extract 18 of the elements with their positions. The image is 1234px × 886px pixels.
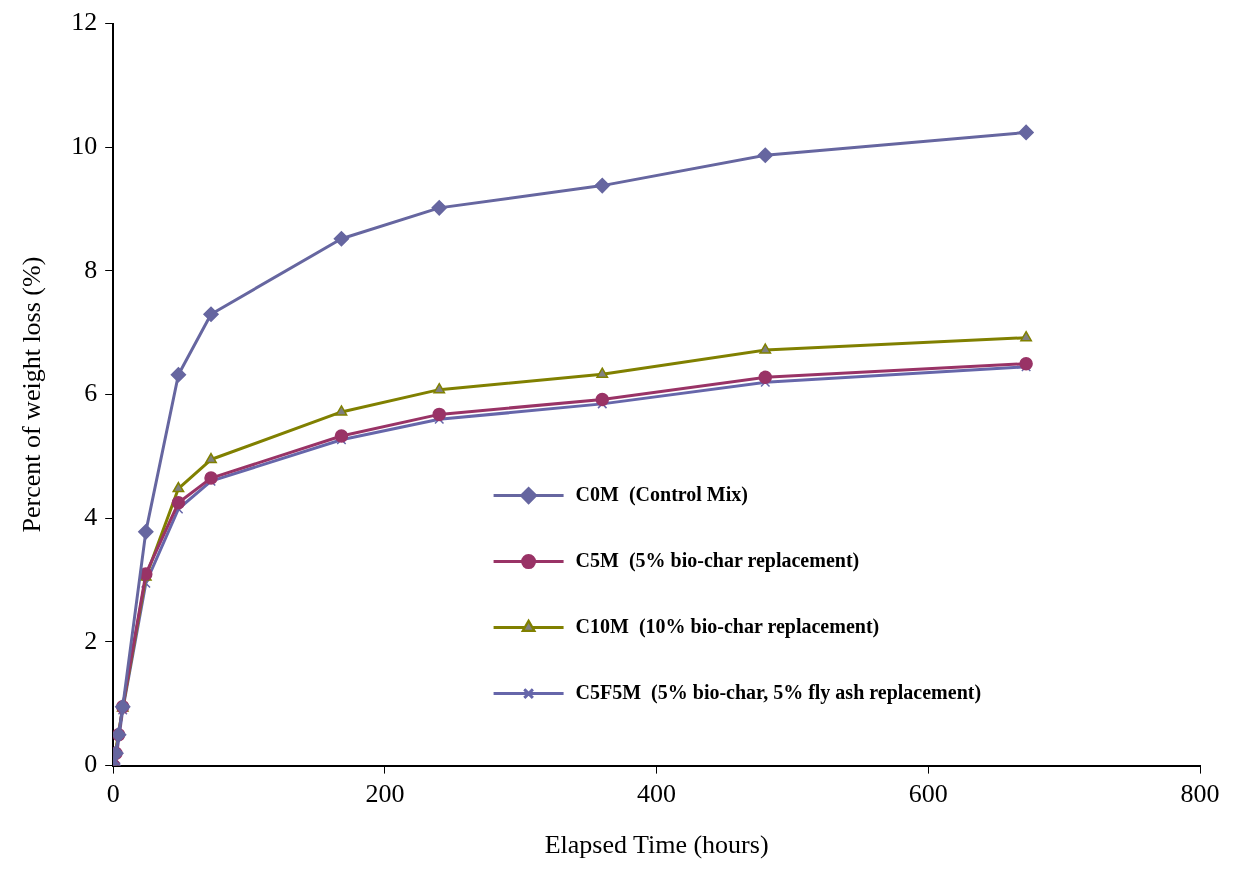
y-tick-label: 2 [84,625,98,655]
y-tick-label: 12 [71,7,98,37]
y-tick-label: 4 [84,502,98,532]
legend-label: C5M (5% bio-char replacement) [575,548,860,572]
x-axis-title: Elapsed Time (hours) [544,830,769,860]
legend-label: C5F5M (5% bio-char, 5% fly ash replacement) [575,680,982,704]
y-tick-label: 6 [84,378,98,408]
x-tick-label: 400 [637,779,677,809]
y-tick-label: 8 [84,254,98,284]
y-tick-label: 0 [84,749,98,779]
y-tick-label: 10 [71,131,98,161]
x-tick-label: 600 [908,779,948,809]
x-tick-label: 200 [365,779,405,809]
x-tick-label: 0 [106,779,120,809]
legend-label: C0M (Control Mix) [575,482,748,506]
x-tick-label: 800 [1180,779,1220,809]
legend-label: C10M (10% bio-char replacement) [575,614,880,638]
y-axis-title: Percent of weight loss (%) [17,256,47,533]
